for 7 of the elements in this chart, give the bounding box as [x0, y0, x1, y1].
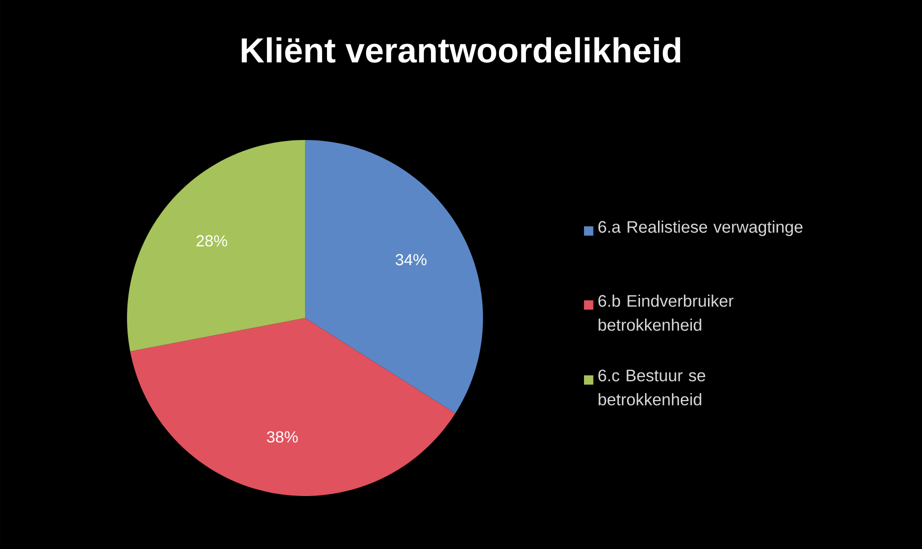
- legend-label: 6.b Eindverbruiker betrokkenheid: [598, 294, 734, 331]
- data-label: 38%: [266, 431, 298, 443]
- legend-label: 6.c Bestuur se betrokkenheid: [598, 370, 706, 406]
- data-label: 28%: [196, 235, 228, 246]
- data-label: 34%: [396, 254, 427, 266]
- legend-label: 6.a Realistiese verwagtinge: [598, 220, 802, 236]
- chart-title: Kliënt verantwoordelikheid: [242, 37, 680, 63]
